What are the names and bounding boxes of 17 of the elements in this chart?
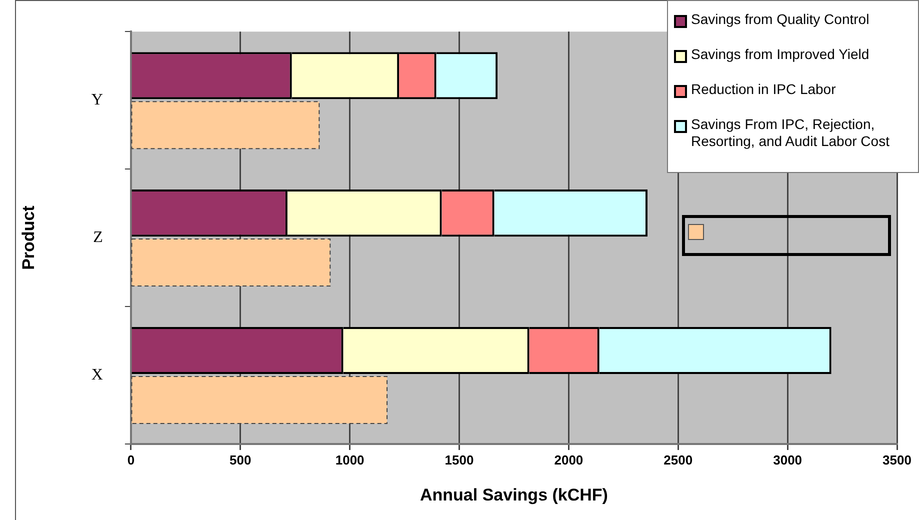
x-tick-label: 1500	[444, 452, 474, 468]
legend-label: Savings from Improved Yield	[691, 46, 870, 63]
x-tick-label: 2500	[664, 452, 693, 468]
y-tick-label: Y	[91, 92, 104, 109]
legend-label: Savings from Quality Control	[691, 11, 870, 28]
legend-label: Savings From IPC, Rejection, Resorting, and Audit Labor Cost	[691, 116, 890, 150]
x-tick-label: 1000	[335, 452, 364, 468]
x-tick-label: 2000	[554, 452, 584, 468]
x-tick-label: 0	[127, 452, 135, 468]
x-axis-title: Annual Savings (kCHF)	[420, 485, 608, 504]
x-tick-label: 3000	[773, 452, 802, 468]
y-tick-label: X	[91, 366, 104, 384]
y-axis-title: Product	[18, 205, 38, 270]
legend-label: Reduction in IPC Labor	[691, 81, 836, 98]
x-tick-label: 3500	[882, 452, 912, 468]
x-tick-label: 500	[230, 452, 252, 468]
y-tick-label: Z	[93, 229, 103, 246]
